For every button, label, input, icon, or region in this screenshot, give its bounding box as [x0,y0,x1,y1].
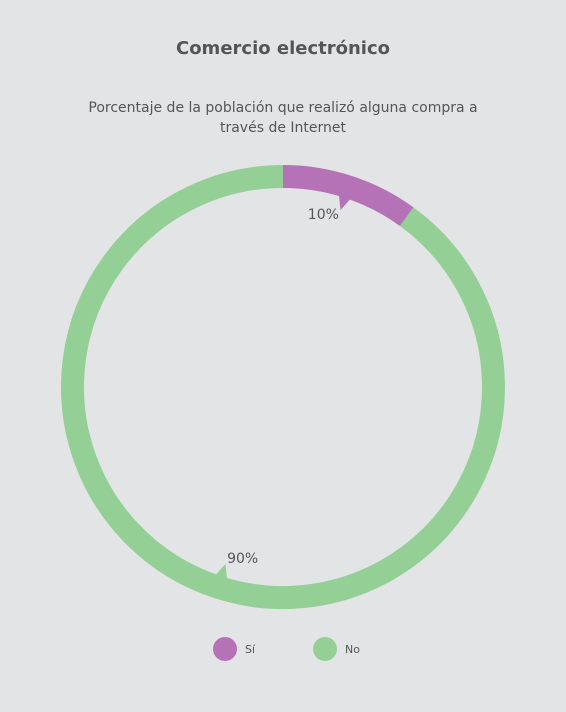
callout-pointer-no [213,563,228,582]
legend-item-si[interactable]: Sí [213,637,255,661]
chart-title: Comercio electrónico [175,38,390,59]
data-label-si: 10% [308,207,339,223]
legend-label-no: No [345,642,360,656]
chart-subtitle: Porcentaje de la población que realizó a… [88,100,478,136]
callout-pointer-si [338,192,353,211]
legend-item-no[interactable]: No [313,637,360,661]
legend: Sí No [0,637,566,663]
slice-no[interactable] [61,165,505,609]
legend-swatch-no [313,637,337,661]
slice-si[interactable] [282,165,414,227]
legend-swatch-si [213,637,237,661]
data-label-no: 90% [227,551,258,567]
legend-label-si: Sí [245,642,256,656]
